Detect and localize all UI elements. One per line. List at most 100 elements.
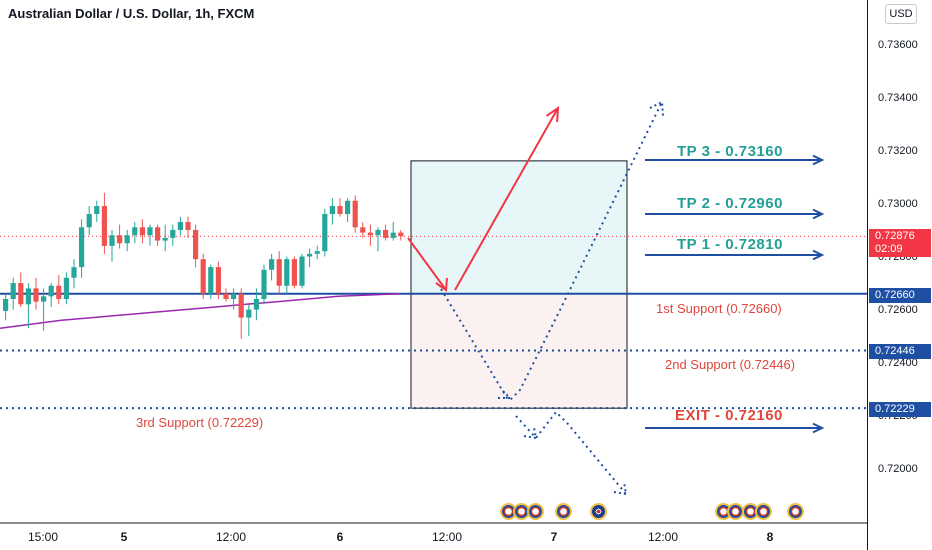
candle-body (253, 299, 259, 310)
exit-label[interactable]: EXIT - 0.72160 (675, 407, 783, 424)
candle-body (117, 235, 123, 244)
price-tick: 0.73600 (878, 39, 918, 51)
support3-price-badge: 0.72229 (869, 402, 931, 417)
candle-body (10, 283, 16, 299)
candle-body (18, 283, 24, 305)
time-tick: 12:00 (647, 530, 679, 544)
tp2-arrow-head (812, 208, 825, 220)
price-tick: 0.72400 (878, 357, 918, 369)
bar-countdown: 02:09 (875, 243, 903, 255)
candle-body (79, 227, 85, 268)
candle-body (124, 235, 130, 244)
candle-body (193, 229, 199, 260)
candle-body (208, 267, 214, 294)
support3-label[interactable]: 3rd Support (0.72229) (136, 415, 264, 430)
candle-body (63, 277, 69, 299)
candle-body (200, 259, 206, 294)
us-event-flag-icon[interactable] (527, 503, 544, 520)
candle-body (367, 232, 373, 236)
candle-body (223, 293, 229, 299)
scenario-rally-arrow (454, 107, 559, 291)
candle-body (101, 206, 107, 246)
au-event-flag-icon[interactable] (590, 503, 607, 520)
exit-scenario-path (515, 410, 627, 495)
candle-body (307, 253, 313, 257)
candle-body (337, 206, 343, 214)
scenario-drop-head (435, 277, 448, 292)
scenario-drop-line (407, 237, 447, 291)
time-tick: 5 (120, 530, 128, 544)
exit-arrow-head (812, 422, 825, 434)
candle-body (383, 229, 389, 238)
tp2-label[interactable]: TP 2 - 0.72960 (677, 195, 783, 212)
candle-body (261, 269, 267, 299)
candle-body (33, 288, 39, 302)
candle-body (71, 267, 77, 278)
tp1-arrow-head (812, 249, 825, 261)
candle-body (185, 221, 191, 230)
candle-body (231, 293, 237, 299)
candle-body (139, 227, 145, 236)
time-tick: 7 (550, 530, 558, 544)
candle-body (132, 227, 138, 236)
candle-body (276, 259, 282, 286)
candle-body (299, 256, 305, 286)
current-price-badge: 0.72876 02:09 (869, 229, 931, 257)
candle-body (94, 206, 100, 214)
candle-body (269, 259, 275, 270)
price-tick: 0.72000 (878, 463, 918, 475)
candle-body (48, 285, 54, 297)
candle-body (3, 299, 9, 311)
time-tick: 8 (766, 530, 774, 544)
loss-zone (410, 293, 628, 409)
candle-body (147, 227, 153, 236)
scenario-rally-arrow-head (545, 105, 560, 123)
chart-title[interactable]: Australian Dollar / U.S. Dollar, 1h, FXC… (8, 6, 255, 21)
price-tick: 0.73000 (878, 198, 918, 210)
price-tick: 0.73400 (878, 92, 918, 104)
candle-body (322, 214, 328, 252)
time-tick: 12:00 (431, 530, 463, 544)
us-event-flag-icon[interactable] (787, 503, 804, 520)
candle-body (246, 309, 252, 318)
support1-label[interactable]: 1st Support (0.72660) (656, 301, 782, 316)
candle-body (352, 200, 358, 228)
candle-body (41, 296, 47, 302)
candle-body (314, 251, 320, 254)
support2-label[interactable]: 2nd Support (0.72446) (665, 357, 796, 372)
moving-average-line (0, 292, 401, 329)
tp3-arrow-head (812, 154, 825, 166)
alt-scenario-mark (498, 389, 513, 399)
candle-body (284, 259, 290, 286)
time-tick: 15:00 (27, 530, 59, 544)
price-chart[interactable] (0, 0, 868, 550)
candle-body (291, 259, 297, 286)
candle-body (375, 229, 381, 236)
exit-scenario-mark (523, 427, 538, 440)
current-price-value: 0.72876 (875, 230, 915, 242)
us-event-flag-icon[interactable] (555, 503, 572, 520)
candle-body (215, 267, 221, 294)
support2-price-badge: 0.72446 (869, 344, 931, 359)
time-tick: 6 (336, 530, 344, 544)
price-axis[interactable] (867, 0, 932, 550)
candle-body (155, 227, 161, 241)
us-event-flag-icon[interactable] (755, 503, 772, 520)
currency-selector[interactable]: USD (885, 4, 917, 24)
candle-body (390, 232, 396, 238)
tp1-label[interactable]: TP 1 - 0.72810 (677, 236, 783, 253)
candle-body (109, 235, 115, 246)
candle-body (56, 285, 62, 299)
candle-body (329, 206, 335, 214)
candle-body (398, 232, 404, 237)
candle-body (25, 288, 31, 305)
tp3-label[interactable]: TP 3 - 0.73160 (677, 143, 783, 160)
alt-scenario-path (440, 101, 663, 402)
profit-zone (410, 160, 628, 295)
candle-body (162, 237, 168, 241)
time-tick: 12:00 (215, 530, 247, 544)
price-tick: 0.72600 (878, 304, 918, 316)
candle-body (360, 227, 366, 233)
support1-price-badge: 0.72660 (869, 288, 931, 303)
